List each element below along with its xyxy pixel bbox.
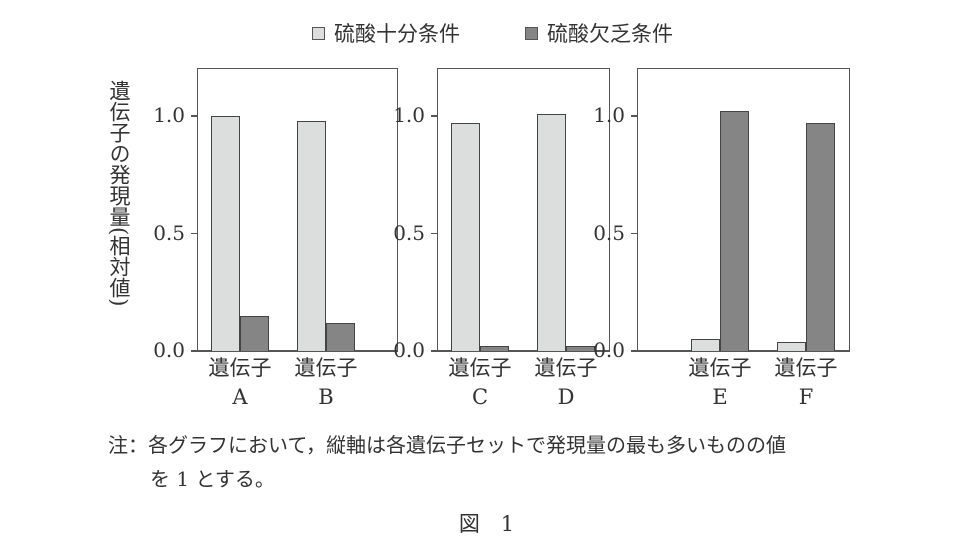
x-label-line1: 遺伝子 xyxy=(688,356,752,380)
bar-遺伝子D-sufficient xyxy=(537,113,566,351)
y-tick-label: 0.0 xyxy=(153,338,185,362)
x-label-line2: B xyxy=(318,385,334,409)
x-label-line1: 遺伝子 xyxy=(294,356,358,380)
x-label-line2: F xyxy=(798,385,814,409)
x-axis-line xyxy=(631,350,850,352)
y-tick xyxy=(191,232,197,234)
bar-遺伝子C-sufficient xyxy=(451,123,480,351)
y-tick xyxy=(431,232,437,234)
legend-item-deficient: 硫酸欠乏条件 xyxy=(525,18,673,48)
y-tick xyxy=(631,232,637,234)
chart-panel-2 xyxy=(437,68,610,351)
bar-遺伝子F-deficient xyxy=(806,123,835,351)
y-tick xyxy=(431,115,437,117)
y-axis-label: 遺伝子の発現量(相対値) xyxy=(107,80,131,307)
chart-panel-1 xyxy=(197,68,398,351)
y-tick xyxy=(631,115,637,117)
legend-label: 硫酸十分条件 xyxy=(334,22,460,46)
legend-swatch-light-icon xyxy=(312,26,325,40)
y-tick-label: 1.0 xyxy=(593,103,625,127)
y-tick-label: 0.0 xyxy=(393,338,425,362)
x-label-gene: 遺伝子 F xyxy=(761,354,851,412)
figure-note: 注：各グラフにおいて，縦軸は各遺伝子セットで発現量の最も多いものの値 を 1 と… xyxy=(108,428,786,496)
x-label-line2: D xyxy=(557,385,575,409)
y-tick-label: 0.5 xyxy=(153,220,185,245)
figure-caption: 図 1 xyxy=(458,512,515,536)
legend-swatch-dark-icon xyxy=(525,26,538,40)
chart-legend: 硫酸十分条件 硫酸欠乏条件 xyxy=(0,18,973,48)
legend-item-sufficient: 硫酸十分条件 xyxy=(312,18,460,48)
bar-遺伝子C-deficient xyxy=(480,346,509,351)
chart-panel-3 xyxy=(637,68,850,351)
bar-遺伝子A-sufficient xyxy=(211,116,240,351)
y-tick-label: 0.5 xyxy=(393,220,425,245)
x-label-gene: 遺伝子 C xyxy=(435,354,525,412)
legend-label: 硫酸欠乏条件 xyxy=(547,22,673,46)
x-label-line1: 遺伝子 xyxy=(448,356,512,380)
x-label-gene: 遺伝子 B xyxy=(281,354,371,412)
x-label-line2: A xyxy=(232,385,248,409)
bar-遺伝子B-sufficient xyxy=(297,120,326,351)
x-label-line1: 遺伝子 xyxy=(534,356,598,380)
bar-遺伝子B-deficient xyxy=(326,322,355,351)
note-line-2: を 1 とする。 xyxy=(150,467,275,491)
y-tick xyxy=(191,115,197,117)
x-label-line1: 遺伝子 xyxy=(208,356,272,380)
y-tick-label: 0.5 xyxy=(593,220,625,245)
y-tick-label: 1.0 xyxy=(153,103,185,127)
x-axis-line xyxy=(431,350,610,352)
y-tick xyxy=(431,350,437,352)
note-line-1: 注：各グラフにおいて，縦軸は各遺伝子セットで発現量の最も多いものの値 xyxy=(108,433,786,457)
x-label-gene: 遺伝子 A xyxy=(195,354,285,412)
bar-遺伝子E-deficient xyxy=(720,111,749,351)
bar-遺伝子A-deficient xyxy=(240,315,269,351)
x-label-gene: 遺伝子 D xyxy=(521,354,611,412)
x-label-line1: 遺伝子 xyxy=(774,356,838,380)
bar-遺伝子E-sufficient xyxy=(691,339,720,351)
y-tick xyxy=(631,350,637,352)
x-label-gene: 遺伝子 E xyxy=(675,354,765,412)
x-axis-line xyxy=(191,350,398,352)
y-tick-label: 0.0 xyxy=(593,338,625,362)
y-tick xyxy=(191,350,197,352)
x-label-line2: E xyxy=(712,385,728,409)
x-label-line2: C xyxy=(471,385,489,409)
bar-遺伝子D-deficient xyxy=(566,346,595,351)
bar-遺伝子F-sufficient xyxy=(777,341,806,351)
y-tick-label: 1.0 xyxy=(393,103,425,127)
